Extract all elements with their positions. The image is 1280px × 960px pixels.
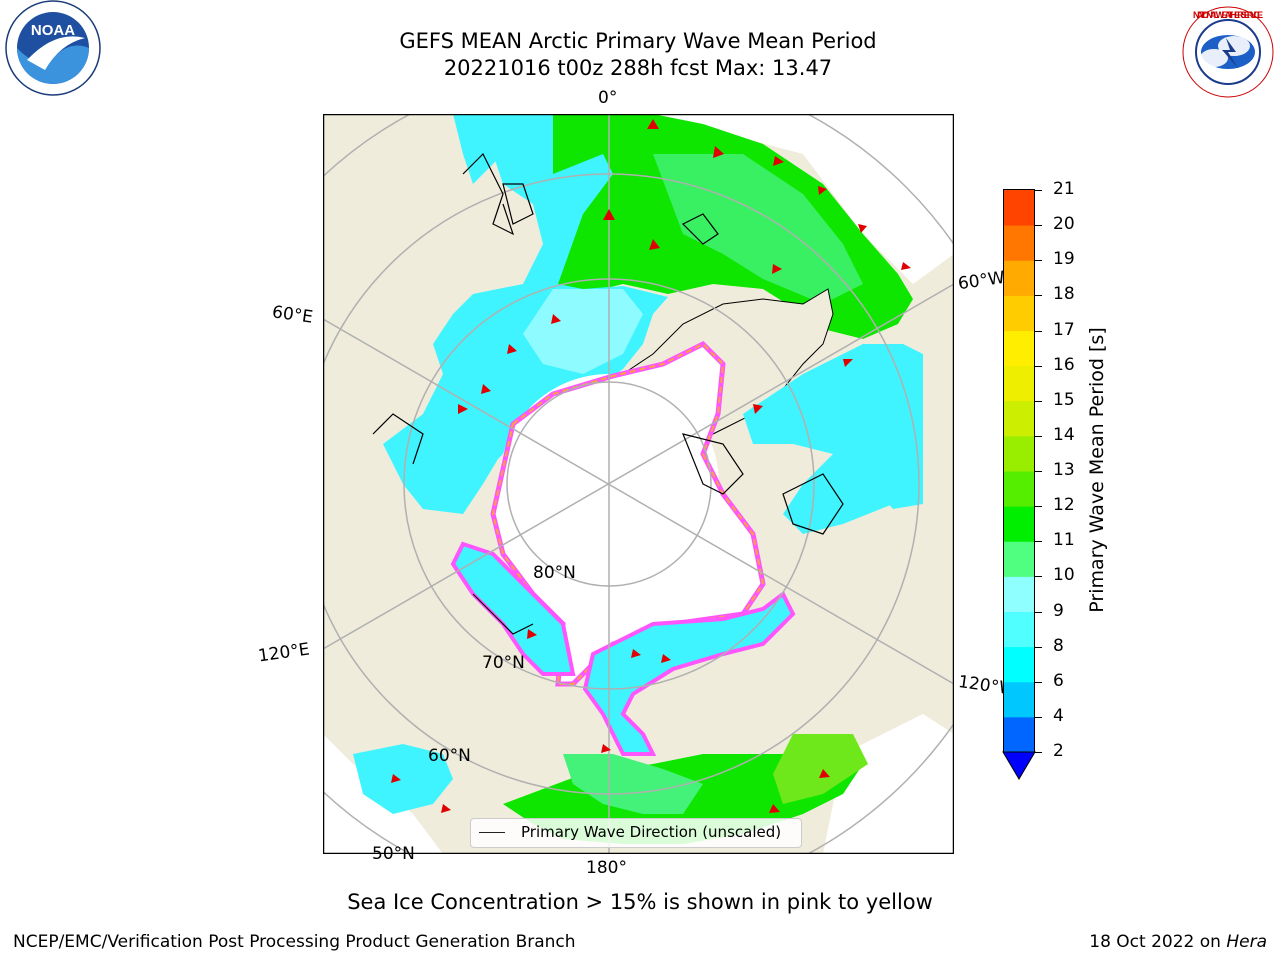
colorbar-tick-mark [1034, 295, 1042, 297]
colorbar-band [1004, 681, 1034, 718]
colorbar-tick-mark [1034, 225, 1042, 227]
lon-label-180: 180° [586, 858, 627, 878]
colorbar [1002, 189, 1036, 780]
colorbar-band [1004, 400, 1034, 437]
noaa-logo-text: NOAA [31, 22, 75, 39]
legend-label: Primary Wave Direction (unscaled) [521, 823, 782, 841]
nws-logo: NATIONAL WEATHER SERVICE [1182, 6, 1274, 98]
colorbar-tick-mark [1034, 541, 1042, 543]
colorbar-tick-mark [1034, 506, 1042, 508]
colorbar-band [1004, 225, 1034, 261]
colorbar-tick-mark [1034, 365, 1042, 367]
colorbar-band [1004, 576, 1034, 612]
colorbar-tick-label: 21 [1053, 179, 1075, 199]
colorbar-band [1004, 295, 1034, 331]
colorbar-underflow-triangle [1002, 751, 1036, 780]
colorbar-tick-label: 12 [1053, 495, 1075, 516]
lat-label-50: 50°N [372, 844, 415, 864]
sea-ice-caption: Sea Ice Concentration > 15% is shown in … [347, 890, 933, 914]
out-of-domain-ocean [653, 114, 954, 284]
colorbar-band [1004, 260, 1034, 296]
colorbar-tick-label: 2 [1053, 741, 1064, 761]
colorbar-tick-label: 14 [1053, 424, 1075, 445]
colorbar-band [1004, 646, 1034, 683]
colorbar-tick-label: 9 [1053, 600, 1064, 621]
noaa-logo: NOAA [5, 0, 101, 96]
chart-subtitle: 20221016 t00z 288h fcst Max: 13.47 [443, 56, 833, 80]
lat-label-80: 80°N [533, 563, 576, 583]
colorbar-tick-label: 18 [1053, 284, 1075, 305]
colorbar-label: Primary Wave Mean Period [s] [1086, 327, 1108, 613]
siberian-shelf-waters [450, 541, 576, 676]
lon-label-60w: 60°W [956, 267, 1007, 295]
footer-date-text: 18 Oct 2022 on [1089, 932, 1227, 952]
footer-date: 18 Oct 2022 on Hera [1089, 932, 1267, 952]
beaufort-chukchi-waters [582, 590, 796, 756]
colorbar-band [1004, 611, 1034, 648]
colorbar-tick-mark [1034, 400, 1042, 402]
colorbar-band [1004, 330, 1034, 367]
colorbar-tick-label: 15 [1053, 389, 1075, 410]
colorbar-band [1004, 365, 1034, 402]
colorbar-tick-label: 17 [1053, 319, 1075, 340]
legend-line-swatch [479, 832, 505, 833]
lon-label-60e: 60°E [270, 302, 315, 328]
wave-direction-arrows [391, 119, 911, 813]
colorbar-tick-mark [1034, 681, 1042, 683]
colorbar-tick-mark [1034, 471, 1042, 472]
north-pacific-waves [353, 744, 453, 814]
colorbar-tick-mark [1034, 611, 1042, 613]
colorbar-tick-mark [1034, 190, 1042, 191]
colorbar-tick-mark [1034, 752, 1042, 753]
graticule [323, 114, 954, 854]
colorbar-band [1004, 190, 1034, 226]
colorbar-band [1004, 541, 1034, 577]
colorbar-tick-mark [1034, 435, 1042, 437]
colorbar-tick-label: 19 [1053, 249, 1075, 270]
polar-map [323, 114, 954, 854]
colorbar-tick-label: 6 [1053, 670, 1064, 691]
colorbar-tick-label: 20 [1053, 214, 1075, 235]
colorbar-tick-mark [1034, 646, 1042, 648]
colorbar-tick-label: 4 [1053, 705, 1064, 726]
colorbar-tick-mark [1034, 716, 1042, 718]
barents-kara-waves [383, 114, 668, 514]
colorbar-tick-label: 10 [1053, 565, 1075, 586]
colorbar-band [1004, 506, 1034, 542]
colorbar-tick-mark [1034, 576, 1042, 578]
colorbar-tick-label: 16 [1053, 354, 1075, 375]
colorbar-band [1004, 716, 1034, 753]
lon-label-120e: 120°E [256, 639, 311, 667]
colorbar-tick-label: 11 [1053, 530, 1075, 551]
footer-machine-name: Hera [1226, 932, 1267, 952]
footer-credit: NCEP/EMC/Verification Post Processing Pr… [13, 932, 576, 952]
colorbar-tick-label: 13 [1053, 460, 1075, 480]
lon-label-0: 0° [598, 88, 618, 108]
lat-label-60: 60°N [428, 746, 471, 766]
chart-title: GEFS MEAN Arctic Primary Wave Mean Perio… [399, 29, 877, 53]
lat-label-70: 70°N [482, 653, 525, 673]
colorbar-tick-label: 8 [1053, 635, 1064, 656]
colorbar-band [1004, 471, 1034, 507]
nws-logo-text: NATIONAL WEATHER SERVICE [1193, 10, 1263, 20]
colorbar-band [1004, 435, 1034, 472]
colorbar-tick-mark [1034, 260, 1042, 262]
map-legend: Primary Wave Direction (unscaled) [470, 818, 802, 848]
colorbar-tick-mark [1034, 330, 1042, 332]
